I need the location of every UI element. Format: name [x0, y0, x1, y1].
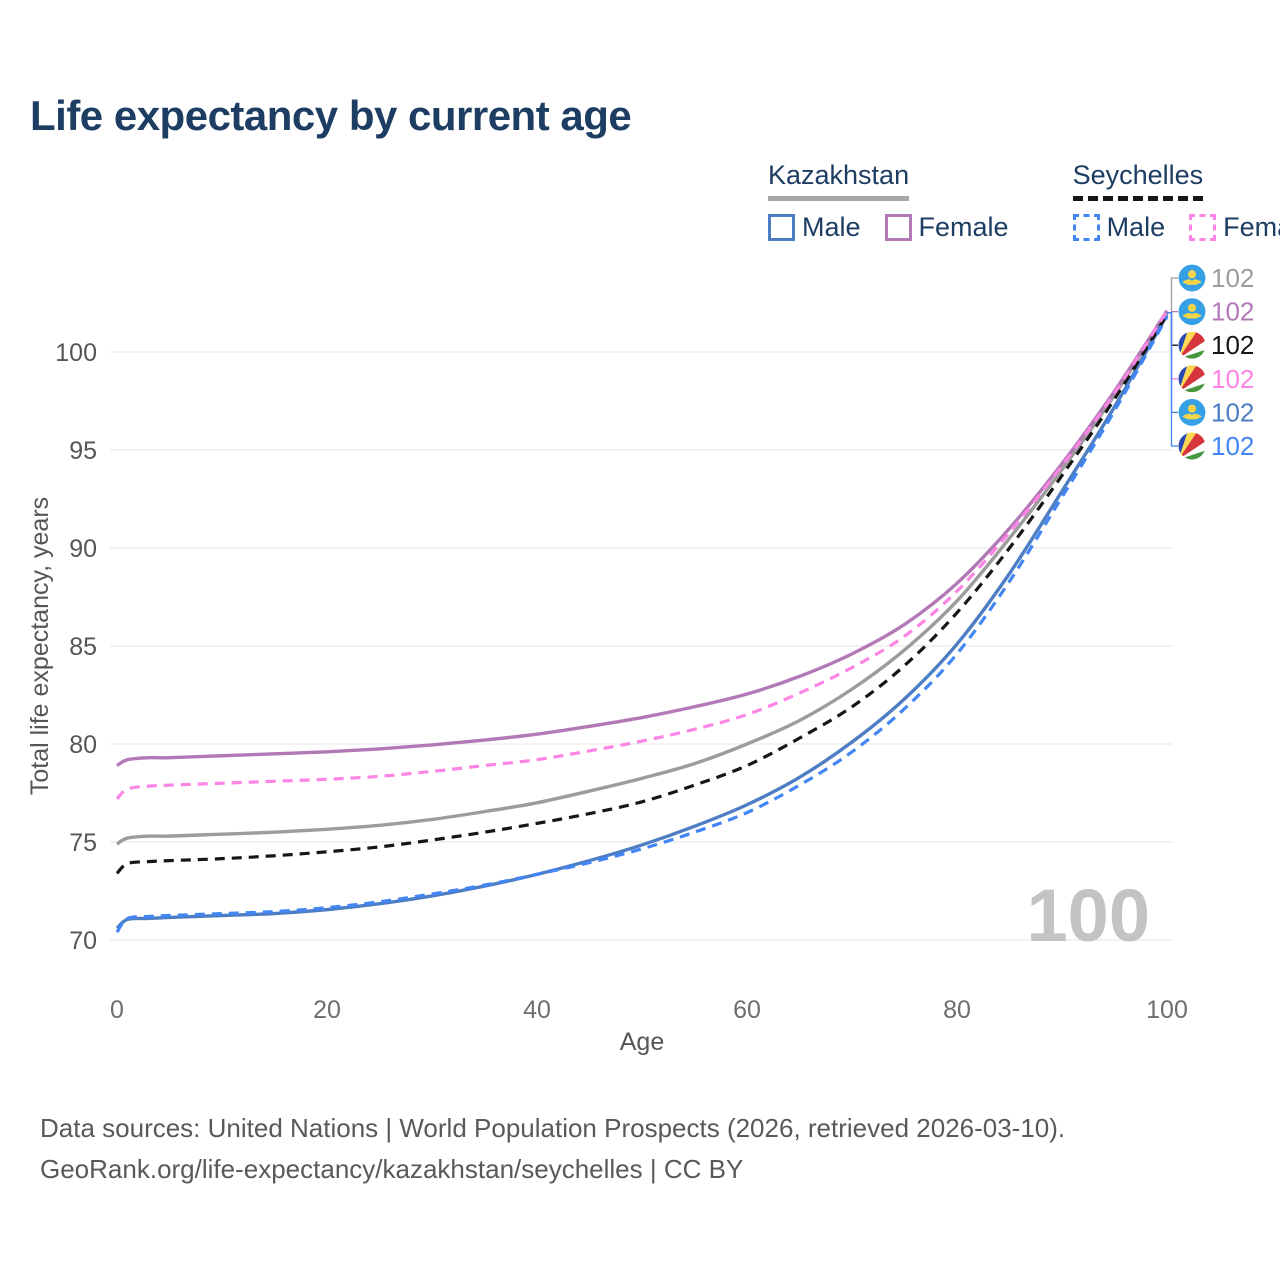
series-line-seychelles-both-sexes[interactable]: [115, 313, 1169, 875]
y-tick-label: 100: [55, 339, 97, 367]
y-tick-label: 75: [69, 829, 97, 857]
seychelles-flag-icon: [1178, 432, 1206, 460]
series-line-kazakhstan-female[interactable]: [116, 309, 1169, 768]
legend-item-label: Male: [1106, 212, 1166, 242]
kazakhstan-flag-icon: [1178, 398, 1206, 426]
legend-group-seychelles: Seychelles Male Female: [1072, 160, 1280, 243]
y-tick-label: 85: [69, 633, 97, 661]
end-label-kazakhstan-both-sexes[interactable]: 102: [1167, 263, 1254, 314]
series-line-seychelles-female[interactable]: [115, 309, 1169, 801]
end-label-value: 102: [1211, 364, 1254, 394]
x-tick-label: 20: [313, 996, 341, 1024]
x-axis-title: Age: [620, 1028, 664, 1056]
kazakhstan-female-swatch-icon: [884, 214, 912, 241]
legend-item-label: Female: [1223, 212, 1280, 242]
x-tick-label: 0: [110, 996, 124, 1024]
end-label-seychelles-male[interactable]: 102: [1167, 312, 1254, 461]
legend-item-label: Male: [802, 212, 861, 242]
end-label-value: 102: [1211, 297, 1254, 327]
end-label-seychelles-both-sexes[interactable]: 102: [1167, 312, 1254, 360]
footer-url-line: GeoRank.org/life-expectancy/kazakhstan/s…: [40, 1154, 744, 1184]
x-tick-label: 100: [1146, 996, 1188, 1024]
y-tick-label: 80: [69, 731, 97, 759]
y-tick-label: 90: [69, 535, 97, 563]
seychelles-flag-icon: [1178, 365, 1206, 393]
series-line-kazakhstan-both-sexes[interactable]: [116, 311, 1169, 846]
y-tick-label: 95: [69, 437, 97, 465]
seychelles-male-swatch-icon: [1072, 214, 1100, 241]
x-tick-label: 80: [943, 996, 971, 1024]
end-label-seychelles-female[interactable]: 102: [1167, 312, 1254, 394]
y-tick-label: 70: [69, 927, 97, 955]
end-label-value: 102: [1211, 263, 1254, 293]
kazakhstan-flag-icon: [1178, 264, 1206, 292]
kazakhstan-male-swatch-icon: [768, 214, 795, 241]
end-label-value: 102: [1211, 431, 1254, 461]
legend-items-seychelles: Male Female: [1072, 212, 1280, 243]
kazakhstan-flag-icon: [1178, 298, 1206, 326]
legend-item-label: Female: [918, 212, 1009, 242]
legend-country-seychelles[interactable]: Seychelles: [1072, 160, 1204, 201]
end-label-value: 102: [1211, 397, 1254, 427]
end-label-kazakhstan-female[interactable]: 102: [1167, 297, 1254, 327]
series-line-kazakhstan-male[interactable]: [115, 313, 1169, 930]
legend-item-kazakhstan-male[interactable]: Male: [768, 212, 861, 243]
x-tick-label: 60: [733, 996, 761, 1024]
footer-source-line: Data sources: United Nations | World Pop…: [40, 1113, 1066, 1143]
gridlines: 70 75 80 85 90 95 100: [55, 339, 1172, 955]
end-label-value: 102: [1211, 330, 1254, 360]
seychelles-female-swatch-icon: [1189, 214, 1217, 241]
series-line-seychelles-male[interactable]: [115, 315, 1169, 934]
age-watermark: 100: [1027, 874, 1150, 957]
seychelles-flag-icon: [1178, 331, 1206, 359]
legend-group-kazakhstan: Kazakhstan Male Female: [768, 160, 1009, 243]
chart-legend: Kazakhstan Male Female Seychelles Male F…: [768, 160, 1280, 243]
legend-items-kazakhstan: Male Female: [768, 212, 1009, 243]
chart-footer: Data sources: United Nations | World Pop…: [40, 1108, 1065, 1190]
legend-item-seychelles-female[interactable]: Female: [1189, 212, 1280, 243]
legend-item-kazakhstan-female[interactable]: Female: [884, 212, 1009, 243]
page-title: Life expectancy by current age: [30, 92, 632, 139]
legend-country-kazakhstan[interactable]: Kazakhstan: [768, 160, 910, 201]
x-tick-label: 40: [523, 996, 551, 1024]
legend-item-seychelles-male[interactable]: Male: [1072, 212, 1166, 243]
y-axis-title: Total life expectancy, years: [26, 497, 54, 795]
